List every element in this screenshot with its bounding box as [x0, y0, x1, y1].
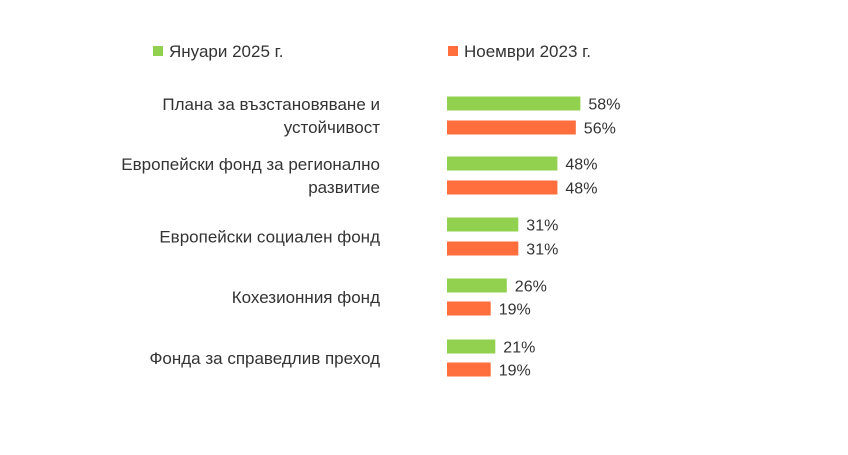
category-label-1-line-2: устойчивост — [284, 118, 381, 137]
value-label-2-5: 19% — [499, 363, 531, 380]
category-label-3: Европейски социален фонд — [159, 228, 380, 247]
value-label-2-1: 56% — [584, 121, 616, 138]
bar-2-2 — [447, 180, 558, 195]
value-label-1-3: 31% — [526, 218, 558, 235]
bar-2-4 — [447, 301, 491, 316]
category-label-5: Фонда за справедлив преход — [149, 349, 380, 368]
category-label-2-line-1: Европейски фонд за регионално — [121, 155, 380, 174]
value-label-1-2: 48% — [565, 157, 597, 174]
value-label-1-4: 26% — [515, 279, 547, 296]
bar-1-3 — [447, 217, 519, 232]
legend: Януари 2025 г. Ноември 2023 г. — [153, 42, 591, 61]
bar-1-1 — [447, 96, 581, 111]
bar-2-3 — [447, 241, 519, 256]
category-label-4: Кохезионния фонд — [232, 288, 380, 307]
category-label-1-line-1: Плана за възстановяване и — [162, 95, 380, 114]
legend-label-1: Януари 2025 г. — [169, 42, 284, 61]
value-label-1-5: 21% — [503, 340, 535, 357]
value-label-2-4: 19% — [499, 302, 531, 319]
bar-2-5 — [447, 362, 491, 377]
value-labels: 58% 56% 48% 48% 31% 31% 26% 19% 21% 19% — [499, 97, 621, 380]
value-label-2-2: 48% — [565, 181, 597, 198]
legend-swatch-2 — [448, 46, 458, 56]
value-label-1-1: 58% — [588, 97, 620, 114]
bar-1-2 — [447, 156, 558, 171]
legend-swatch-1 — [153, 46, 163, 56]
category-labels: Плана за възстановяване и устойчивост Евро… — [121, 95, 380, 368]
category-label-2-line-2: развитие — [308, 178, 380, 197]
bar-1-5 — [447, 339, 496, 354]
legend-label-2: Ноември 2023 г. — [464, 42, 591, 61]
bar-2-1 — [447, 120, 576, 135]
bars — [447, 96, 581, 377]
value-label-2-3: 31% — [526, 242, 558, 259]
bar-1-4 — [447, 278, 507, 293]
